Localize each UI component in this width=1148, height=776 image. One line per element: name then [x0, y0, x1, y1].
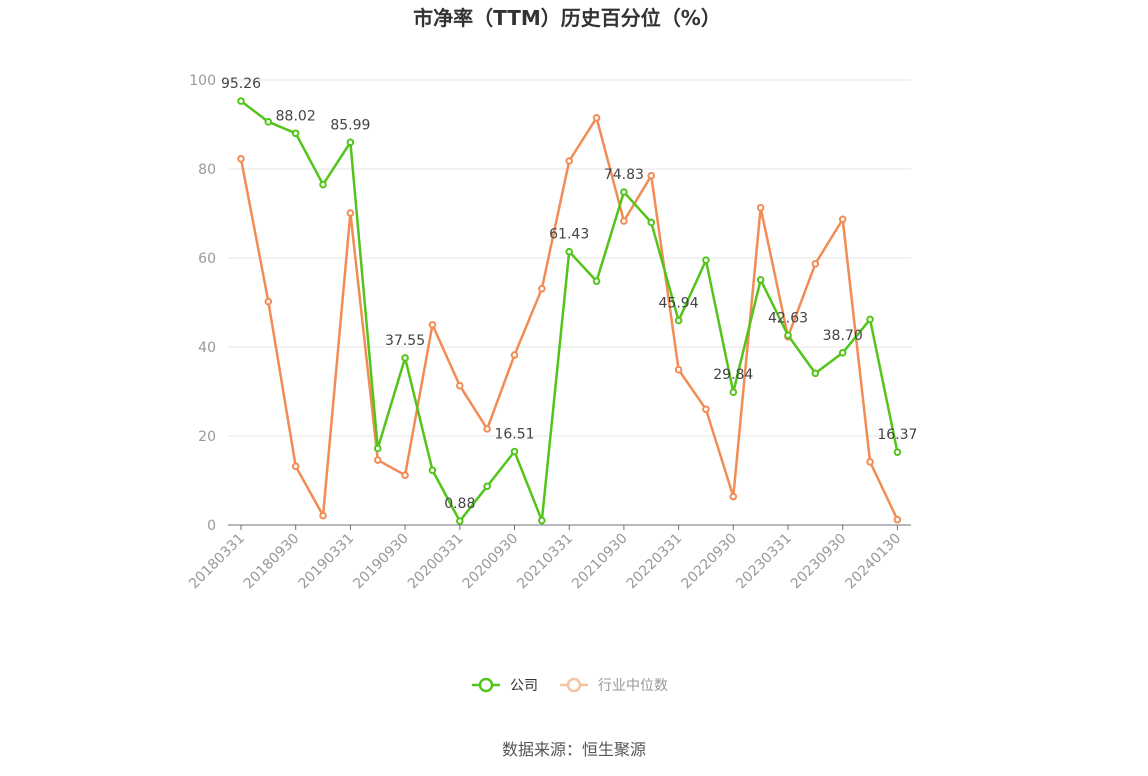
- data-point: [237, 97, 245, 105]
- data-point: [510, 351, 519, 359]
- data-point: [291, 462, 300, 471]
- data-point: [838, 348, 847, 357]
- data-point: [729, 492, 738, 501]
- legend-item-industry-median: 行业中位数: [560, 677, 668, 694]
- legend-item-company: 公司: [472, 677, 538, 694]
- legend: 公司 行业中位数: [472, 677, 668, 694]
- data-point: [893, 448, 902, 456]
- data-point: [647, 171, 656, 180]
- x-tick-label: 20200930: [460, 531, 522, 593]
- y-tick-label: 100: [189, 73, 216, 89]
- y-tick-label: 80: [198, 162, 216, 178]
- x-tick-label: 20180331: [186, 531, 248, 593]
- data-label: 42.63: [768, 310, 808, 326]
- legend-swatch-marker: [478, 677, 494, 693]
- legend-label: 公司: [510, 678, 538, 694]
- data-point: [784, 331, 792, 340]
- data-label: 61.43: [549, 227, 589, 243]
- data-point: [264, 297, 273, 306]
- data-point: [702, 256, 710, 265]
- data-label: 16.51: [494, 427, 534, 443]
- axes: 0 20 40 60 80 100 2018033120180930201903312019…: [186, 73, 911, 592]
- data-point: [319, 511, 327, 520]
- data-point: [401, 354, 409, 362]
- data-point: [592, 277, 601, 285]
- data-point: [346, 209, 355, 217]
- x-tick-label: 20230930: [788, 531, 850, 593]
- chart-title: 市净率（TTM）历史百分位（%）: [413, 6, 721, 30]
- data-point: [756, 276, 765, 284]
- data-point: [401, 471, 409, 479]
- data-label: 95.26: [221, 76, 261, 92]
- y-tick-label: 40: [198, 340, 216, 356]
- data-point: [702, 405, 710, 414]
- data-point: [565, 247, 574, 256]
- data-point: [428, 466, 437, 475]
- x-tick-label: 20220331: [624, 531, 686, 593]
- x-tick-label: 20200331: [405, 531, 467, 593]
- data-point: [483, 482, 491, 491]
- data-point: [838, 215, 847, 224]
- y-tick-label: 20: [198, 429, 216, 445]
- data-point: [538, 284, 546, 293]
- data-point: [674, 316, 683, 325]
- data-point: [729, 388, 738, 397]
- data-point: [264, 118, 273, 126]
- data-point: [647, 218, 656, 227]
- data-point: [428, 320, 437, 329]
- data-label: 16.37: [877, 427, 917, 443]
- data-point: [592, 114, 601, 122]
- x-tick-label: 20240130: [843, 531, 905, 593]
- data-label: 37.55: [385, 333, 425, 349]
- data-point: [866, 458, 874, 466]
- data-point: [893, 515, 902, 524]
- x-tick-label: 20230331: [733, 531, 795, 593]
- data-label: 85.99: [330, 117, 370, 133]
- data-labels: 95.26 88.02 85.99 37.55 0.88 16.51 61.43 74.83 4…: [221, 76, 917, 512]
- x-tick-label: 20190331: [296, 531, 358, 593]
- data-point: [291, 129, 300, 138]
- data-point: [346, 138, 355, 147]
- data-label: 88.02: [276, 108, 316, 124]
- data-point: [373, 456, 382, 464]
- data-label: 38.70: [823, 328, 863, 344]
- x-tick-label: 20210331: [514, 531, 576, 593]
- data-point: [510, 447, 519, 456]
- x-tick-label: 20180930: [241, 531, 303, 593]
- data-point: [373, 444, 382, 453]
- data-label: 74.83: [604, 167, 644, 183]
- x-tick-label: 20210930: [569, 531, 631, 593]
- data-point: [674, 365, 683, 374]
- data-point: [756, 203, 765, 212]
- series-layer: [237, 97, 902, 525]
- data-point: [565, 157, 574, 165]
- legend-swatch-marker: [566, 677, 582, 693]
- x-tick-label: 20220930: [678, 531, 740, 593]
- data-point: [483, 425, 491, 433]
- series-company: [237, 97, 902, 525]
- data-point: [456, 381, 464, 390]
- data-point: [620, 188, 628, 196]
- data-point: [538, 516, 546, 525]
- legend-label: 行业中位数: [598, 678, 668, 694]
- data-point: [237, 154, 245, 163]
- y-tick-label: 0: [207, 518, 216, 534]
- data-point: [811, 369, 820, 378]
- data-label: 45.94: [659, 296, 699, 312]
- data-point: [866, 315, 874, 324]
- source-note: 数据来源：恒生聚源: [502, 740, 646, 759]
- x-tick-label: 20190930: [350, 531, 412, 593]
- data-point: [319, 180, 327, 189]
- data-point: [620, 217, 628, 225]
- data-label: 0.88: [444, 496, 475, 512]
- y-tick-label: 60: [198, 251, 216, 267]
- data-point: [456, 517, 464, 525]
- data-label: 29.84: [713, 367, 753, 383]
- data-point: [811, 259, 820, 268]
